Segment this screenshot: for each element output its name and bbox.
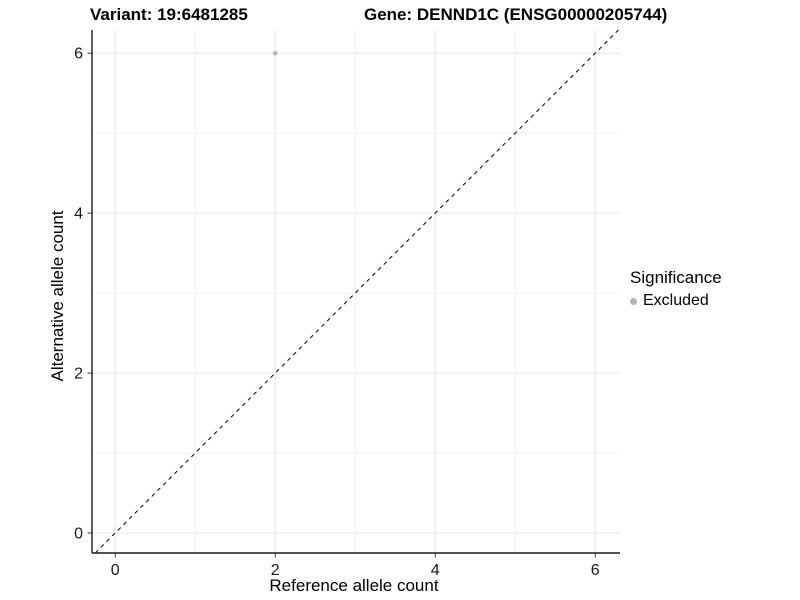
legend-item-excluded: Excluded	[630, 291, 722, 311]
y-tick-label: 6	[74, 46, 83, 63]
plot-title-variant: Variant: 19:6481285	[90, 5, 248, 24]
y-tick-label: 4	[74, 206, 83, 223]
identity-line	[94, 29, 619, 554]
legend: Significance Excluded	[630, 267, 722, 311]
legend-item-label: Excluded	[643, 292, 709, 309]
x-tick-label: 2	[271, 562, 280, 579]
legend-title: Significance	[630, 268, 722, 287]
plot-title-gene: Gene: DENND1C (ENSG00000205744)	[364, 5, 668, 24]
x-tick-label: 4	[431, 562, 440, 579]
y-tick-label: 0	[74, 526, 83, 543]
x-axis-title: Reference allele count	[269, 576, 438, 595]
axis-layer: 0 2 4 6 0 2 4 6	[74, 30, 620, 579]
grid-layer	[92, 30, 620, 553]
x-tick-label: 6	[591, 562, 600, 579]
x-tick-label: 0	[111, 562, 120, 579]
y-tick-label: 2	[74, 366, 83, 383]
y-axis-title: Alternative allele count	[48, 210, 67, 381]
legend-point-icon	[630, 297, 637, 305]
geom-layer	[94, 29, 619, 554]
data-point	[272, 50, 278, 56]
